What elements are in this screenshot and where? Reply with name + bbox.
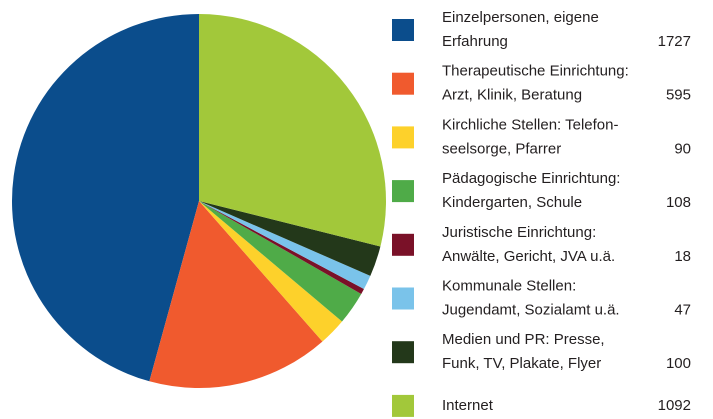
- legend-label: Juristische Einrichtung:: [442, 224, 596, 241]
- legend-label: Einzelpersonen, eigene: [442, 9, 599, 26]
- legend-swatch: [392, 287, 414, 310]
- legend-value: 100: [666, 355, 691, 372]
- legend-label: Erfahrung: [442, 33, 508, 50]
- pie-slice: [199, 201, 364, 294]
- pie-slice: [199, 201, 362, 322]
- legend-swatch: [392, 72, 414, 95]
- legend-label: Arzt, Klinik, Beratung: [442, 87, 582, 104]
- legend-value: 90: [674, 140, 691, 157]
- legend-swatch: [392, 180, 414, 203]
- legend-swatch: [392, 19, 414, 41]
- legend-value: 595: [666, 87, 691, 104]
- legend-value: 18: [674, 248, 691, 265]
- legend-label: Kindergarten, Schule: [442, 194, 582, 211]
- legend-value: 1727: [658, 33, 691, 50]
- pie-slice: [199, 201, 371, 290]
- legend-swatch: [392, 394, 414, 417]
- legend-value: 1092: [658, 397, 691, 414]
- legend-label: Jugendamt, Sozialamt u.ä.: [442, 301, 620, 318]
- legend-swatch: [392, 341, 414, 364]
- pie-slice: [12, 14, 199, 382]
- legend-label: Therapeutische Einrichtung:: [442, 63, 629, 80]
- legend-label: Medien und PR: Presse,: [442, 331, 605, 348]
- pie-slice: [149, 201, 323, 388]
- pie-slice: [199, 201, 343, 342]
- pie-slice: [199, 201, 381, 276]
- legend-swatch: [392, 233, 414, 256]
- legend-label: Pädagogische Einrichtung:: [442, 170, 620, 187]
- pie-slice: [199, 14, 386, 247]
- legend-label: Internet: [442, 397, 494, 414]
- legend-label: Funk, TV, Plakate, Flyer: [442, 355, 601, 372]
- legend-label: Kirchliche Stellen: Telefon-: [442, 116, 618, 133]
- legend-label: seelsorge, Pfarrer: [442, 140, 561, 157]
- legend-value: 108: [666, 194, 691, 211]
- legend-label: Kommunale Stellen:: [442, 277, 576, 294]
- legend-label: Anwälte, Gericht, JVA u.ä.: [442, 248, 615, 265]
- legend-swatch: [392, 126, 414, 149]
- legend-value: 47: [674, 301, 691, 318]
